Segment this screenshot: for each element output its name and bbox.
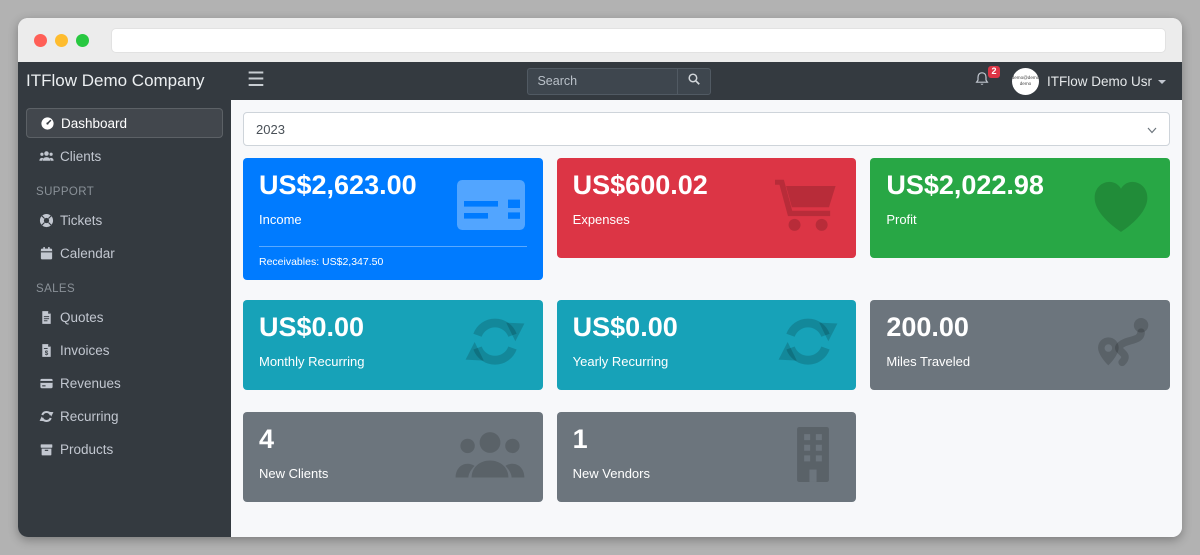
main-content: 2023 US$2,623.00 Income Receivables: US$… (231, 100, 1182, 537)
card-footer: Receivables: US$2,347.50 (259, 246, 527, 268)
svg-text:$: $ (44, 349, 48, 356)
card-label: New Clients (259, 466, 329, 482)
card-yearly-recurring[interactable]: US$0.00 Yearly Recurring (556, 300, 857, 391)
card-label: New Vendors (572, 466, 650, 482)
sidebar-item-recurring[interactable]: Recurring (26, 401, 223, 431)
sidebar-section-sales: SALES (36, 283, 76, 295)
topbar-right: 2 demo@demo demo ITFlow Demo Usr (974, 65, 1166, 95)
credit-card-icon (32, 376, 60, 391)
search-input[interactable]: Search (527, 67, 678, 95)
close-button[interactable] (34, 33, 47, 47)
avatar-text: demo@demo (1011, 74, 1039, 80)
bell-icon (974, 71, 990, 91)
card-label: Yearly Recurring (572, 354, 669, 370)
card-value: US$2,623.00 (259, 170, 417, 200)
card-profit[interactable]: US$2,022.98 Profit (870, 158, 1170, 258)
card-label: Miles Traveled (886, 354, 971, 370)
building-icon (786, 424, 840, 491)
file-invoice-dollar-icon: $ (32, 343, 60, 358)
year-select[interactable]: 2023 (243, 112, 1170, 146)
card-value: US$600.02 (572, 170, 708, 200)
content-column: ☰ Search 2 (231, 62, 1182, 537)
users-icon (32, 149, 60, 164)
browser-chrome (18, 18, 1182, 62)
sidebar-item-label: Recurring (60, 408, 119, 424)
notification-badge: 2 (987, 65, 1000, 79)
card-value: 200.00 (886, 312, 969, 343)
avatar-text: demo (1019, 81, 1032, 86)
user-name-label: ITFlow Demo Usr (1046, 73, 1152, 89)
address-bar[interactable] (111, 27, 1166, 53)
sidebar-item-label: Invoices (60, 342, 110, 358)
life-ring-icon (32, 213, 60, 228)
sidebar-item-invoices[interactable]: $ Invoices (26, 335, 223, 365)
sidebar-item-label: Products (60, 441, 114, 457)
year-select-value: 2023 (256, 121, 285, 137)
sidebar-item-calendar[interactable]: Calendar (26, 238, 223, 268)
route-icon (1092, 312, 1154, 379)
card-value: 1 (572, 424, 588, 455)
card-miles-traveled[interactable]: 200.00 Miles Traveled (870, 300, 1170, 391)
credit-card-icon (455, 176, 527, 239)
card-new-vendors[interactable]: 1 New Vendors (556, 412, 857, 503)
sidebar-item-label: Clients (60, 148, 102, 164)
app-root: ITFlow Demo Company Dashboard Clients SU… (18, 62, 1182, 537)
sync-icon (776, 312, 840, 379)
avatar[interactable]: demo@demo demo (1011, 67, 1039, 95)
minimize-button[interactable] (55, 33, 68, 47)
sidebar-item-revenues[interactable]: Revenues (26, 368, 223, 398)
traffic-lights (34, 33, 89, 47)
chevron-down-icon (1147, 122, 1157, 137)
card-value: US$2,022.98 (886, 170, 1044, 200)
sidebar-item-label: Tickets (60, 212, 103, 228)
box-icon (32, 442, 60, 457)
card-value: US$0.00 (259, 312, 365, 343)
sidebar-item-label: Revenues (60, 375, 121, 391)
sidebar-item-quotes[interactable]: Quotes (26, 302, 223, 332)
search-group: Search (527, 67, 712, 95)
brand-title[interactable]: ITFlow Demo Company (26, 71, 205, 90)
sidebar-item-tickets[interactable]: Tickets (26, 205, 223, 235)
caret-down-icon (1157, 80, 1166, 84)
card-expenses[interactable]: US$600.02 Expenses (556, 158, 857, 258)
card-label: Expenses (572, 212, 630, 228)
heart-icon (1088, 176, 1154, 241)
browser-window: ITFlow Demo Company Dashboard Clients SU… (18, 18, 1182, 537)
shopping-cart-icon (770, 176, 840, 241)
sidebar-item-label: Calendar (60, 245, 115, 261)
sidebar-section-support: SUPPORT (36, 186, 95, 198)
sidebar-item-label: Dashboard (61, 115, 128, 131)
sidebar-nav: Dashboard Clients SUPPORT Tickets (18, 100, 231, 475)
card-income[interactable]: US$2,623.00 Income Receivables: US$2,347… (243, 158, 543, 281)
topbar: ☰ Search 2 (231, 62, 1182, 100)
sidebar-item-clients[interactable]: Clients (26, 141, 223, 171)
zoom-button[interactable] (76, 33, 89, 47)
tachometer-icon (33, 116, 61, 131)
calendar-icon (32, 246, 60, 261)
notifications-button[interactable]: 2 (974, 65, 1000, 92)
card-new-clients[interactable]: 4 New Clients (243, 412, 543, 503)
sidebar-item-label: Quotes (60, 309, 104, 325)
sidebar-item-dashboard[interactable]: Dashboard (26, 108, 223, 138)
card-value: US$0.00 (572, 312, 678, 343)
card-label: Profit (886, 212, 917, 228)
card-label: Income (259, 212, 302, 228)
sync-icon (32, 409, 60, 424)
stats-grid: US$2,623.00 Income Receivables: US$2,347… (243, 158, 1170, 503)
card-monthly-recurring[interactable]: US$0.00 Monthly Recurring (243, 300, 543, 391)
sync-icon (463, 312, 527, 379)
magnifier-icon (687, 72, 701, 91)
hamburger-icon[interactable]: ☰ (247, 69, 265, 91)
search-button[interactable] (677, 67, 712, 95)
card-label: Monthly Recurring (259, 354, 365, 370)
sidebar-item-products[interactable]: Products (26, 434, 223, 464)
user-menu[interactable]: ITFlow Demo Usr (1047, 74, 1166, 89)
sidebar: ITFlow Demo Company Dashboard Clients SU… (18, 62, 231, 537)
users-icon (453, 426, 527, 489)
file-icon (32, 310, 60, 325)
card-value: 4 (259, 424, 275, 455)
